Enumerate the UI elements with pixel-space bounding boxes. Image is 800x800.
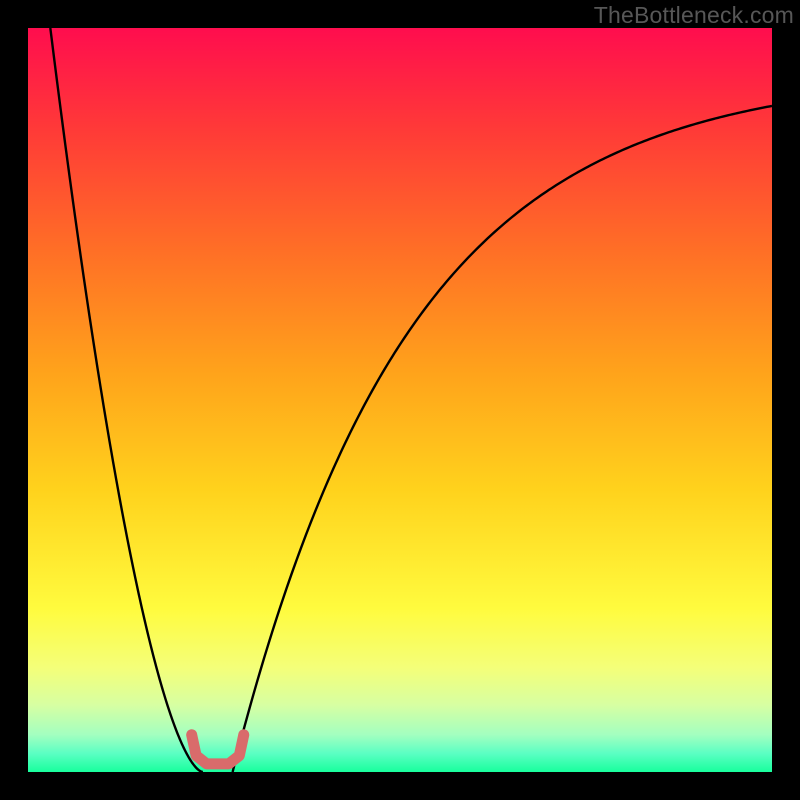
frame-right xyxy=(772,0,800,800)
stage: TheBottleneck.com xyxy=(0,0,800,800)
frame-left xyxy=(0,0,28,800)
plot-area xyxy=(28,28,772,772)
watermark-text: TheBottleneck.com xyxy=(594,2,794,29)
frame-bottom xyxy=(0,772,800,800)
